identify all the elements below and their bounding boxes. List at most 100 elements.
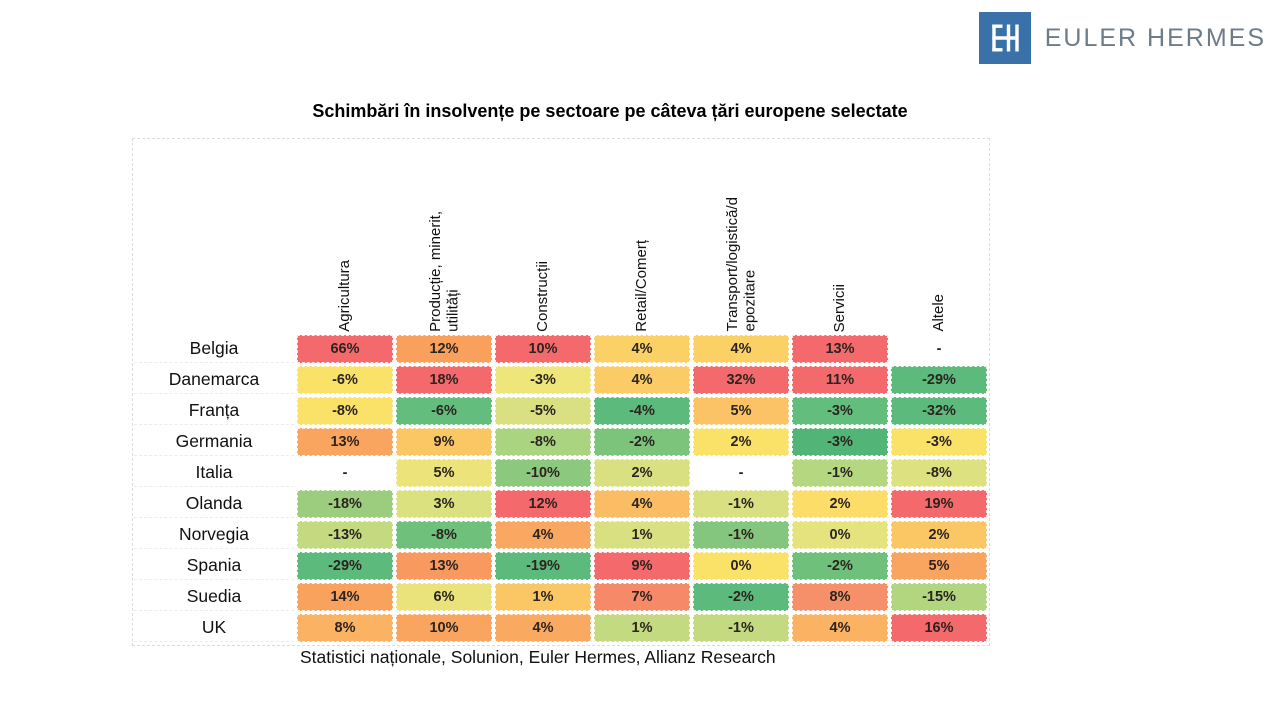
column-header: Agricultura — [297, 141, 393, 332]
heatmap-cell: 1% — [594, 521, 690, 549]
column-header-label: Construcții — [534, 261, 552, 332]
heatmap-cell: 4% — [495, 614, 591, 642]
column-header: Construcții — [495, 141, 591, 332]
heatmap-cell: -18% — [297, 490, 393, 518]
heatmap-cell: 5% — [693, 397, 789, 425]
heatmap-cell: -1% — [693, 521, 789, 549]
column-header: Producție, minerit, utilități — [396, 141, 492, 332]
heatmap-cell: 4% — [594, 490, 690, 518]
heatmap-cell: 11% — [792, 366, 888, 394]
heatmap-cell: 1% — [495, 583, 591, 611]
column-header-label: Altele — [930, 294, 948, 332]
heatmap-grid: Agricultura Producție, minerit, utilități… — [133, 139, 989, 643]
corner-spacer — [134, 141, 294, 332]
heatmap-cell: - — [693, 459, 789, 487]
heatmap-cell: 0% — [693, 552, 789, 580]
heatmap-cell: 0% — [792, 521, 888, 549]
row-label: Spania — [134, 552, 294, 580]
heatmap-cell: -1% — [792, 459, 888, 487]
heatmap-cell: 2% — [594, 459, 690, 487]
heatmap-cell: 10% — [396, 614, 492, 642]
heatmap-cell: -32% — [891, 397, 987, 425]
heatmap-cell: 14% — [297, 583, 393, 611]
column-header-label: Servicii — [831, 283, 849, 332]
heatmap-cell: -3% — [792, 397, 888, 425]
heatmap-cell: - — [297, 459, 393, 487]
row-label: Suedia — [134, 583, 294, 611]
heatmap-cell: -29% — [297, 552, 393, 580]
heatmap-cell: 3% — [396, 490, 492, 518]
heatmap-cell: 9% — [594, 552, 690, 580]
row-label: Norvegia — [134, 521, 294, 549]
row-label: Germania — [134, 428, 294, 456]
heatmap-cell: 4% — [594, 366, 690, 394]
source-note: Statistici naționale, Solunion, Euler He… — [300, 647, 776, 667]
heatmap-cell: 13% — [792, 335, 888, 363]
heatmap-cell: 8% — [297, 614, 393, 642]
heatmap-cell: 13% — [396, 552, 492, 580]
heatmap-cell: -3% — [792, 428, 888, 456]
heatmap-cell: 13% — [297, 428, 393, 456]
heatmap-cell: -10% — [495, 459, 591, 487]
heatmap-cell: -1% — [693, 614, 789, 642]
heatmap-cell: 5% — [891, 552, 987, 580]
heatmap-cell: 9% — [396, 428, 492, 456]
heatmap-cell: -13% — [297, 521, 393, 549]
heatmap-cell: 66% — [297, 335, 393, 363]
euler-hermes-logo: EULER HERMES — [978, 12, 1266, 64]
row-label: UK — [134, 614, 294, 642]
column-header: Servicii — [792, 141, 888, 332]
heatmap-cell: 8% — [792, 583, 888, 611]
heatmap-cell: 2% — [792, 490, 888, 518]
heatmap-cell: 4% — [495, 521, 591, 549]
heatmap-cell: 4% — [693, 335, 789, 363]
column-header: Altele — [891, 141, 987, 332]
column-header: Retail/Comerț — [594, 141, 690, 332]
heatmap-cell: -15% — [891, 583, 987, 611]
heatmap-cell: -4% — [594, 397, 690, 425]
heatmap-cell: -8% — [495, 428, 591, 456]
heatmap-cell: 1% — [594, 614, 690, 642]
brand-name: EULER HERMES — [1044, 23, 1266, 52]
heatmap-cell: -8% — [297, 397, 393, 425]
heatmap-cell: 18% — [396, 366, 492, 394]
heatmap-cell: -2% — [693, 583, 789, 611]
heatmap-cell: -2% — [594, 428, 690, 456]
heatmap-cell: -29% — [891, 366, 987, 394]
column-header-label: Retail/Comerț — [633, 240, 651, 332]
column-header-label: Agricultura — [336, 260, 354, 332]
heatmap-cell: -1% — [693, 490, 789, 518]
eh-monogram-icon — [978, 12, 1031, 64]
row-label: Belgia — [134, 335, 294, 363]
heatmap-cell: -3% — [495, 366, 591, 394]
column-header-label: Producție, minerit, utilități — [426, 211, 461, 332]
heatmap-cell: -19% — [495, 552, 591, 580]
row-label: Italia — [134, 459, 294, 487]
heatmap-cell: 16% — [891, 614, 987, 642]
heatmap-cell: -5% — [495, 397, 591, 425]
heatmap-cell: 2% — [891, 521, 987, 549]
heatmap-cell: 19% — [891, 490, 987, 518]
heatmap-cell: 2% — [693, 428, 789, 456]
heatmap-cell: -2% — [792, 552, 888, 580]
column-header: Transport/logistică/d epozitare — [693, 141, 789, 332]
heatmap-cell: 6% — [396, 583, 492, 611]
heatmap-cell: -6% — [396, 397, 492, 425]
heatmap-chart: Agricultura Producție, minerit, utilități… — [132, 138, 990, 646]
heatmap-cell: 4% — [792, 614, 888, 642]
heatmap-cell: -6% — [297, 366, 393, 394]
heatmap-cell: -8% — [891, 459, 987, 487]
heatmap-cell: 32% — [693, 366, 789, 394]
heatmap-cell: 4% — [594, 335, 690, 363]
heatmap-cell: 5% — [396, 459, 492, 487]
heatmap-cell: 7% — [594, 583, 690, 611]
row-label: Franța — [134, 397, 294, 425]
heatmap-cell: -8% — [396, 521, 492, 549]
heatmap-cell: - — [891, 335, 987, 363]
heatmap-cell: 12% — [396, 335, 492, 363]
heatmap-cell: 12% — [495, 490, 591, 518]
chart-title: Schimbări în insolvențe pe sectoare pe c… — [312, 101, 908, 121]
row-label: Olanda — [134, 490, 294, 518]
heatmap-cell: 10% — [495, 335, 591, 363]
row-label: Danemarca — [134, 366, 294, 394]
